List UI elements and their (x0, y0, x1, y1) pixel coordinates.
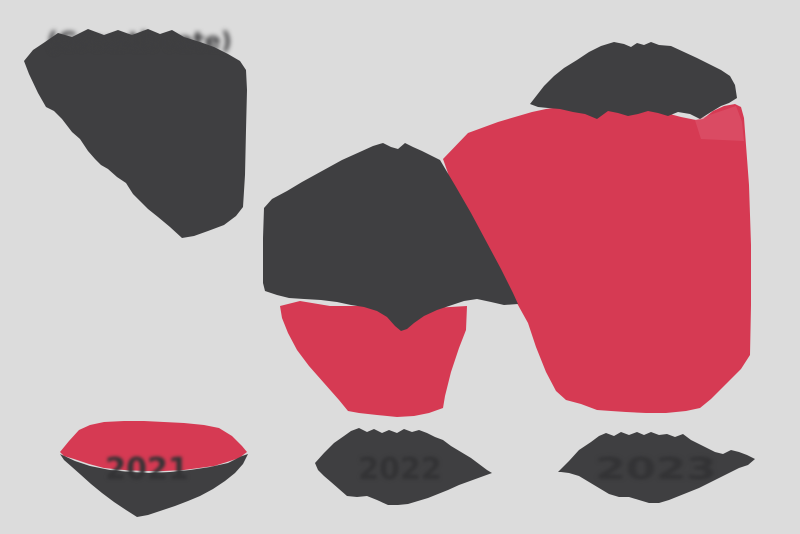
red-blob-highlight-patch (695, 106, 744, 141)
melted-bar-2022-dark (263, 143, 518, 331)
melted-bar-2023-red (443, 103, 751, 413)
year-label-2023: 2023 (595, 451, 716, 486)
melted-label-2021-dark (60, 454, 248, 517)
melted-bar-2022-red (280, 301, 467, 417)
year-label-2023-group: 2023 (595, 451, 716, 486)
chart-title-melted: (Growth rate) (47, 27, 232, 55)
melted-title-blob (24, 29, 247, 238)
melted-label-2021-red (60, 421, 247, 471)
year-label-2022: 2022 (358, 452, 442, 487)
melted-label-2022-blob (315, 428, 492, 505)
melted-label-2023-blob (558, 432, 755, 503)
year-label-2021: 2021 (105, 452, 189, 487)
melted-bar-2023-dark-cap (530, 42, 737, 119)
